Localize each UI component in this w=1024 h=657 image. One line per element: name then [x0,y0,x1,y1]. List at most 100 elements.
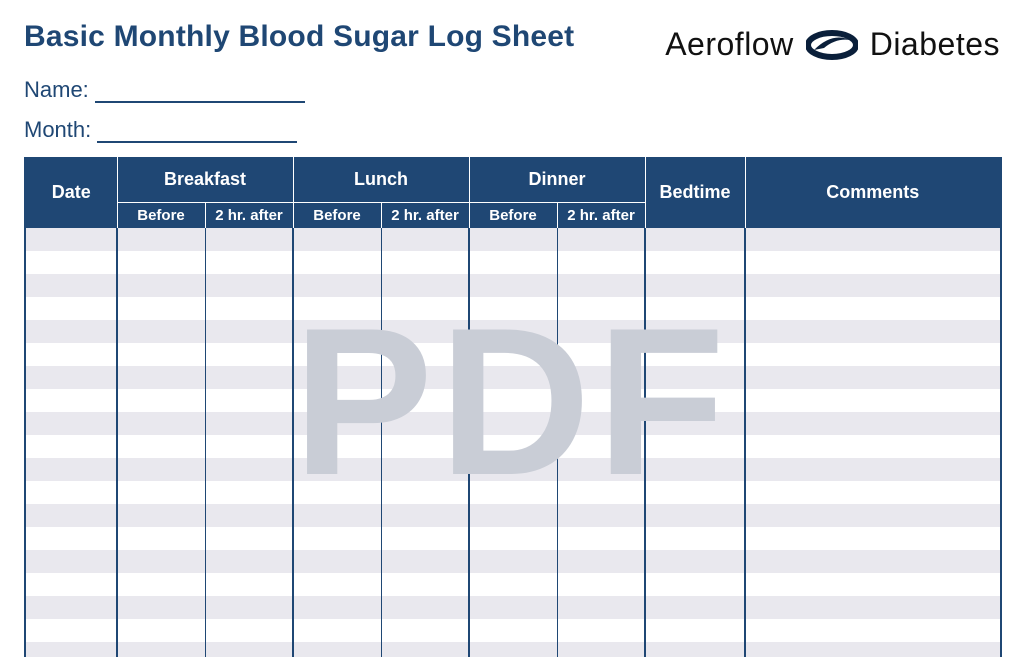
name-underline[interactable] [95,81,305,103]
cell-bedtime[interactable] [645,412,745,435]
cell-bedtime[interactable] [645,228,745,251]
cell-date[interactable] [25,297,117,320]
cell-dn_after[interactable] [557,527,645,550]
cell-dn_after[interactable] [557,320,645,343]
cell-bedtime[interactable] [645,366,745,389]
cell-bf_before[interactable] [117,527,205,550]
cell-ln_after[interactable] [381,228,469,251]
cell-dn_before[interactable] [469,642,557,657]
cell-bf_before[interactable] [117,642,205,657]
cell-date[interactable] [25,642,117,657]
cell-bedtime[interactable] [645,596,745,619]
cell-comments[interactable] [745,274,1001,297]
cell-bedtime[interactable] [645,297,745,320]
cell-dn_after[interactable] [557,274,645,297]
cell-dn_before[interactable] [469,320,557,343]
cell-dn_before[interactable] [469,389,557,412]
cell-dn_before[interactable] [469,274,557,297]
cell-date[interactable] [25,274,117,297]
cell-dn_before[interactable] [469,573,557,596]
cell-dn_after[interactable] [557,435,645,458]
cell-comments[interactable] [745,343,1001,366]
cell-ln_before[interactable] [293,596,381,619]
cell-comments[interactable] [745,550,1001,573]
cell-comments[interactable] [745,573,1001,596]
cell-ln_after[interactable] [381,642,469,657]
cell-bedtime[interactable] [645,481,745,504]
cell-ln_after[interactable] [381,458,469,481]
cell-date[interactable] [25,320,117,343]
cell-dn_after[interactable] [557,619,645,642]
cell-bf_after[interactable] [205,642,293,657]
cell-comments[interactable] [745,297,1001,320]
cell-ln_before[interactable] [293,228,381,251]
cell-ln_after[interactable] [381,527,469,550]
cell-ln_after[interactable] [381,366,469,389]
cell-dn_before[interactable] [469,481,557,504]
cell-ln_after[interactable] [381,504,469,527]
cell-bf_before[interactable] [117,297,205,320]
cell-dn_before[interactable] [469,297,557,320]
cell-dn_before[interactable] [469,619,557,642]
cell-bedtime[interactable] [645,320,745,343]
cell-ln_before[interactable] [293,366,381,389]
cell-bf_after[interactable] [205,550,293,573]
cell-date[interactable] [25,550,117,573]
cell-bedtime[interactable] [645,642,745,657]
cell-bedtime[interactable] [645,458,745,481]
cell-bedtime[interactable] [645,573,745,596]
cell-dn_after[interactable] [557,481,645,504]
cell-date[interactable] [25,343,117,366]
cell-bf_before[interactable] [117,573,205,596]
cell-bf_before[interactable] [117,596,205,619]
cell-dn_before[interactable] [469,435,557,458]
cell-date[interactable] [25,228,117,251]
cell-bedtime[interactable] [645,389,745,412]
cell-bf_before[interactable] [117,504,205,527]
cell-ln_after[interactable] [381,274,469,297]
cell-dn_before[interactable] [469,343,557,366]
cell-bf_before[interactable] [117,320,205,343]
cell-bf_after[interactable] [205,366,293,389]
cell-bf_before[interactable] [117,412,205,435]
cell-dn_before[interactable] [469,251,557,274]
cell-dn_before[interactable] [469,458,557,481]
cell-bf_before[interactable] [117,389,205,412]
cell-comments[interactable] [745,619,1001,642]
cell-dn_before[interactable] [469,504,557,527]
cell-comments[interactable] [745,228,1001,251]
cell-dn_after[interactable] [557,596,645,619]
cell-bf_after[interactable] [205,458,293,481]
cell-bedtime[interactable] [645,504,745,527]
cell-dn_after[interactable] [557,297,645,320]
cell-ln_after[interactable] [381,596,469,619]
cell-bf_after[interactable] [205,481,293,504]
cell-bf_after[interactable] [205,297,293,320]
cell-bf_before[interactable] [117,343,205,366]
cell-ln_before[interactable] [293,573,381,596]
cell-ln_before[interactable] [293,343,381,366]
cell-ln_before[interactable] [293,389,381,412]
cell-comments[interactable] [745,596,1001,619]
cell-comments[interactable] [745,435,1001,458]
cell-dn_before[interactable] [469,596,557,619]
cell-dn_after[interactable] [557,573,645,596]
cell-ln_after[interactable] [381,619,469,642]
cell-comments[interactable] [745,412,1001,435]
cell-bf_after[interactable] [205,343,293,366]
cell-ln_before[interactable] [293,504,381,527]
cell-bf_before[interactable] [117,251,205,274]
cell-bf_before[interactable] [117,435,205,458]
cell-ln_after[interactable] [381,251,469,274]
cell-ln_after[interactable] [381,435,469,458]
cell-bedtime[interactable] [645,274,745,297]
cell-dn_after[interactable] [557,366,645,389]
cell-bedtime[interactable] [645,251,745,274]
cell-bedtime[interactable] [645,550,745,573]
cell-dn_before[interactable] [469,366,557,389]
cell-date[interactable] [25,435,117,458]
cell-ln_before[interactable] [293,481,381,504]
cell-bf_after[interactable] [205,435,293,458]
cell-ln_before[interactable] [293,458,381,481]
cell-bf_after[interactable] [205,527,293,550]
